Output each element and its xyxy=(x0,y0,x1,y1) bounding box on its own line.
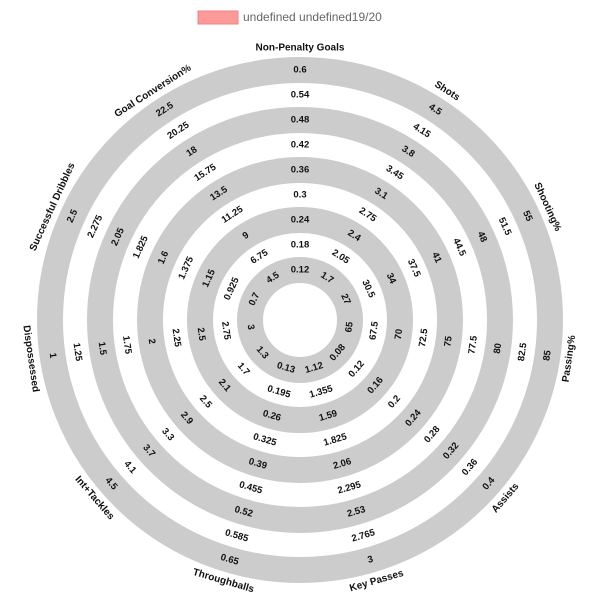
tick-label: 11.25 xyxy=(220,204,246,226)
tick-label: 55 xyxy=(520,209,535,224)
tick-label: 2.5 xyxy=(197,393,214,411)
tick-label: 0.36 xyxy=(460,457,480,478)
tick-label: 1.75 xyxy=(120,335,134,356)
tick-label: 2.75 xyxy=(357,205,379,225)
tick-label: 48 xyxy=(475,230,489,244)
axis-label: Non-Penalty Goals xyxy=(256,43,345,54)
tick-label: 37.5 xyxy=(405,257,423,279)
tick-label: 0.42 xyxy=(291,140,310,151)
tick-label: 0.39 xyxy=(247,456,268,472)
tick-label: 15.75 xyxy=(192,161,219,183)
tick-label: 2.5 xyxy=(65,207,81,224)
tick-label: 0.12 xyxy=(346,359,366,380)
tick-label: 4.1 xyxy=(121,459,138,477)
tick-label: 0.65 xyxy=(219,552,241,568)
tick-label: 67.5 xyxy=(367,320,381,341)
tick-label: 3.3 xyxy=(159,426,176,443)
tick-label: 77.5 xyxy=(466,334,480,355)
tick-label: 0.24 xyxy=(291,215,310,226)
tick-label: 0.18 xyxy=(291,240,310,251)
tick-label: 0.7 xyxy=(247,291,262,308)
tick-label: 0.13 xyxy=(275,360,296,376)
tick-label: 72.5 xyxy=(417,327,431,348)
tick-label: 3 xyxy=(366,554,374,566)
tick-label: 1.6 xyxy=(156,249,171,266)
tick-label: 0.455 xyxy=(238,479,265,496)
ring xyxy=(137,157,463,483)
tick-label: 70 xyxy=(393,328,405,340)
axis-label: Passing% xyxy=(561,334,579,382)
tick-label: 0.6 xyxy=(293,65,306,76)
tick-label: 0.26 xyxy=(261,408,282,424)
tick-label: 0.12 xyxy=(291,265,310,276)
tick-label: 0.36 xyxy=(291,165,310,176)
tick-label: 0.28 xyxy=(422,424,442,445)
tick-label: 2.295 xyxy=(336,479,363,496)
tick-label: 18 xyxy=(184,144,199,159)
tick-label: 2.75 xyxy=(219,321,233,342)
tick-label: 1.375 xyxy=(176,254,196,281)
tick-label: 0.48 xyxy=(291,115,310,126)
tick-label: 0.325 xyxy=(252,431,279,448)
tick-label: 44.5 xyxy=(450,237,468,259)
ring xyxy=(187,207,413,433)
tick-label: 20.25 xyxy=(165,119,192,141)
tick-label: 0.3 xyxy=(293,190,306,201)
tick-label: 2.53 xyxy=(346,504,367,520)
tick-label: 1.7 xyxy=(235,361,252,378)
tick-label: 85 xyxy=(541,349,553,362)
tick-label: 1.25 xyxy=(71,342,85,363)
tick-label: 6.75 xyxy=(249,247,271,267)
tick-label: 2.05 xyxy=(330,247,352,267)
ring xyxy=(87,107,513,533)
tick-label: 2.25 xyxy=(169,328,183,349)
tick-label: 30.5 xyxy=(359,278,377,300)
tick-label: 2 xyxy=(146,338,158,345)
tick-label: 0.195 xyxy=(266,383,293,400)
ring xyxy=(237,257,363,383)
tick-label: 1.59 xyxy=(318,408,339,424)
tick-label: 51.5 xyxy=(496,216,514,238)
tick-label: 27 xyxy=(338,292,352,306)
tick-label: 0.54 xyxy=(291,90,310,101)
tick-label: 75 xyxy=(442,335,454,348)
tick-label: 2.765 xyxy=(350,527,377,544)
tick-label: 2.275 xyxy=(85,213,105,240)
tick-label: 80 xyxy=(492,342,504,354)
tick-label: 0.925 xyxy=(222,275,242,302)
legend-label: undefined undefined19/20 xyxy=(243,10,382,24)
tick-label: 1.355 xyxy=(308,383,335,400)
tick-label: 34 xyxy=(384,271,399,286)
tick-label: 3.45 xyxy=(384,163,406,183)
tick-label: 82.5 xyxy=(516,341,530,362)
tick-label: 1.12 xyxy=(304,360,325,376)
tick-label: 41 xyxy=(429,251,444,266)
tick-label: 9 xyxy=(241,230,251,242)
tick-label: 3 xyxy=(245,324,257,331)
tick-label: 2.5 xyxy=(195,327,208,342)
tick-label: 1.825 xyxy=(322,431,349,448)
tick-label: 65 xyxy=(343,320,355,333)
ring xyxy=(37,57,563,583)
legend-swatch xyxy=(197,10,239,25)
tick-label: 0.585 xyxy=(224,527,251,544)
tick-label: 1 xyxy=(47,352,59,360)
tick-label: 1.5 xyxy=(96,341,109,356)
tick-label: 0.52 xyxy=(233,504,254,520)
tick-label: 0.2 xyxy=(386,393,403,410)
tick-label: 2.06 xyxy=(332,456,353,472)
tick-label: 4.15 xyxy=(411,121,433,141)
tick-label: 1.825 xyxy=(131,234,151,261)
